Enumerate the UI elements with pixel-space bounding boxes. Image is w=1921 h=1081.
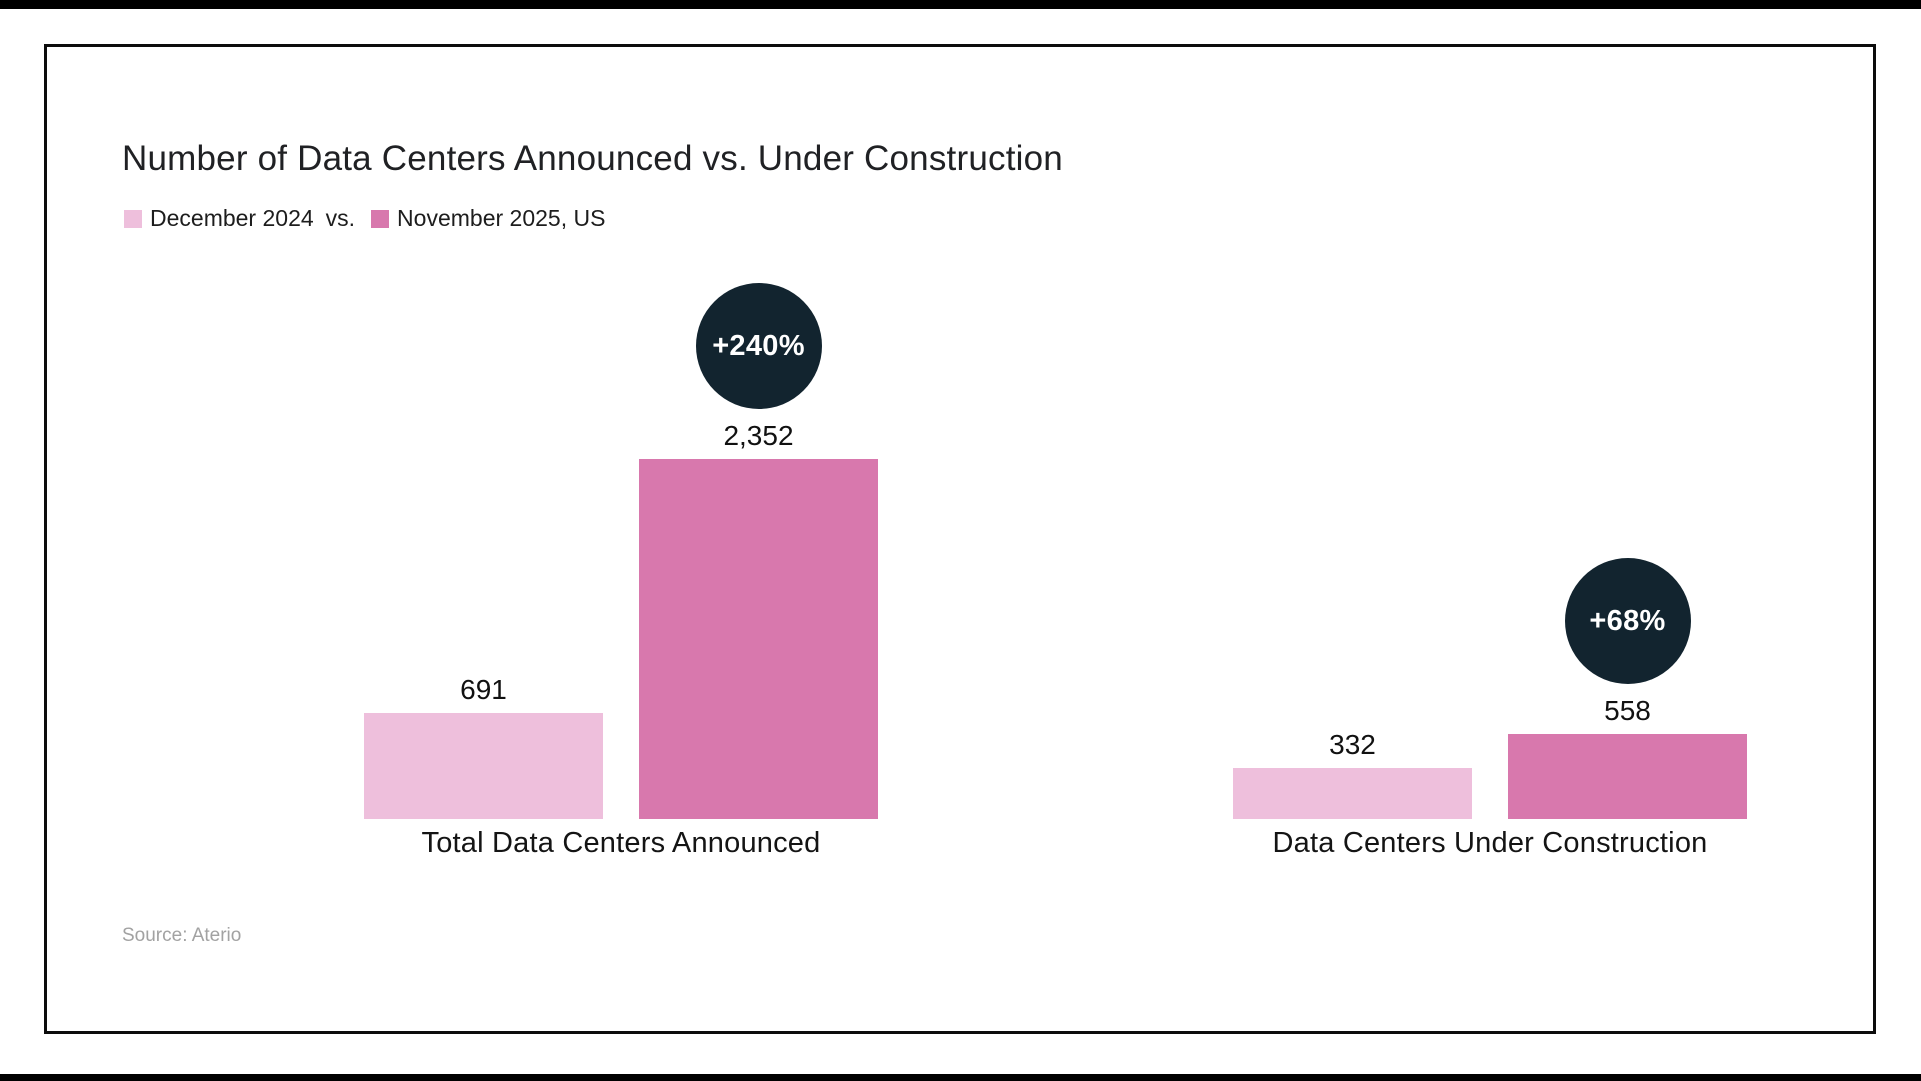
- chart-area: 691 +240% 2,352 332 +68% 558: [47, 47, 1873, 819]
- legend-separator: vs.: [325, 205, 356, 231]
- bar-announced-nov-2025: [639, 459, 878, 819]
- legend-swatch-nov-2025: [371, 209, 390, 228]
- value-label-announced-nov-2025: 2,352: [723, 420, 794, 452]
- bar-col-construction-dec-2024: 332: [1233, 729, 1472, 819]
- bar-col-announced-nov-2025: +240% 2,352: [639, 283, 878, 819]
- change-badge-construction: +68%: [1564, 558, 1691, 685]
- screen-edge-bottom: [0, 1074, 1921, 1081]
- screen-edge-top: [0, 0, 1921, 9]
- bar-group-construction: 332 +68% 558: [1233, 558, 1747, 819]
- bar-col-announced-dec-2024: 691: [364, 674, 603, 819]
- bar-col-construction-nov-2025: +68% 558: [1508, 558, 1747, 819]
- legend-label-nov-2025: November 2025, US: [397, 205, 606, 231]
- value-label-announced-dec-2024: 691: [460, 674, 507, 706]
- chart-title: Number of Data Centers Announced vs. Und…: [122, 139, 1063, 178]
- legend-swatch-dec-2024: [124, 209, 142, 228]
- value-label-construction-dec-2024: 332: [1329, 729, 1376, 761]
- bar-announced-dec-2024: [364, 713, 603, 819]
- change-badge-announced: +240%: [695, 283, 822, 410]
- legend-item-dec-2024: December 2024: [124, 205, 314, 232]
- value-label-construction-nov-2025: 558: [1604, 695, 1651, 727]
- legend: December 2024 vs. November 2025, US: [124, 205, 605, 232]
- bar-construction-nov-2025: [1508, 734, 1747, 819]
- bar-construction-dec-2024: [1233, 768, 1472, 819]
- legend-label-dec-2024: December 2024: [150, 205, 314, 231]
- chart-frame: Number of Data Centers Announced vs. Und…: [44, 44, 1876, 1034]
- category-label-construction: Data Centers Under Construction: [1272, 827, 1708, 859]
- bar-group-announced: 691 +240% 2,352: [364, 283, 878, 819]
- legend-item-nov-2025: November 2025, US: [371, 205, 605, 232]
- category-label-announced: Total Data Centers Announced: [421, 827, 821, 859]
- source-note: Source: Aterio: [122, 925, 242, 946]
